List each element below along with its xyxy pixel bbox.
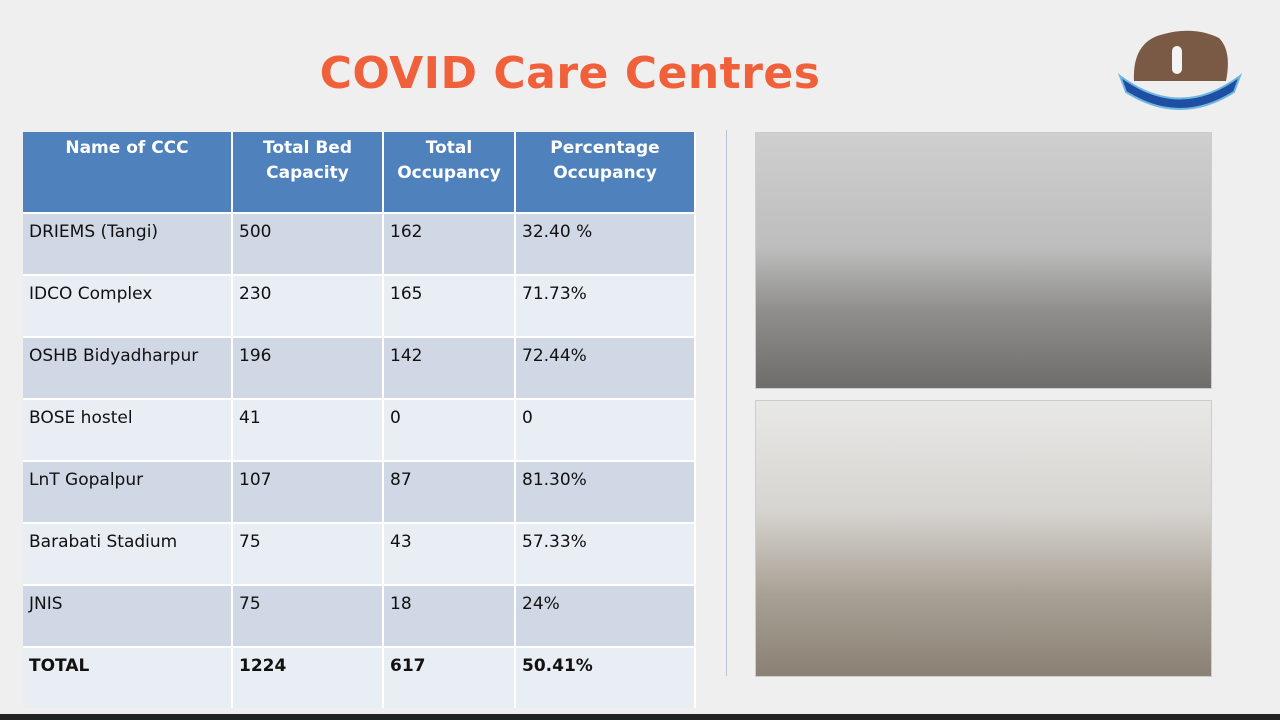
cell-percentage: 32.40 % xyxy=(515,212,696,275)
table-row: BOSE hostel 41 0 0 xyxy=(23,398,696,461)
cell-name: Barabati Stadium xyxy=(23,522,233,585)
header-name: Name of CCC xyxy=(23,132,233,213)
cell-percentage: 81.30% xyxy=(515,460,696,523)
cell-occupancy: 165 xyxy=(383,274,516,337)
table-row: Barabati Stadium 75 43 57.33% xyxy=(23,522,696,585)
cell-name: OSHB Bidyadharpur xyxy=(23,336,233,399)
photo-empty-beds-ward xyxy=(755,400,1212,677)
bottom-bar xyxy=(0,714,1280,720)
cell-occupancy: 43 xyxy=(383,522,516,585)
cell-percentage: 24% xyxy=(515,584,696,647)
cell-name: JNIS xyxy=(23,584,233,647)
cell-occupancy: 0 xyxy=(383,398,516,461)
cell-percentage: 50.41% xyxy=(515,646,696,708)
cell-percentage: 71.73% xyxy=(515,274,696,337)
cell-name: DRIEMS (Tangi) xyxy=(23,212,233,275)
table-header-row: Name of CCC Total Bed Capacity Total Occ… xyxy=(23,132,696,213)
table-row: IDCO Complex 230 165 71.73% xyxy=(23,274,696,337)
cell-occupancy: 87 xyxy=(383,460,516,523)
cell-occupancy: 162 xyxy=(383,212,516,275)
cell-occupancy: 18 xyxy=(383,584,516,647)
header-percentage: Percentage Occupancy xyxy=(515,132,696,213)
cell-bed-capacity: 107 xyxy=(232,460,384,523)
cell-bed-capacity: 75 xyxy=(232,522,384,585)
total-row: TOTAL 1224 617 50.41% xyxy=(23,646,696,708)
header-occupancy: Total Occupancy xyxy=(383,132,516,213)
table-row: JNIS 75 18 24% xyxy=(23,584,696,647)
cell-bed-capacity: 196 xyxy=(232,336,384,399)
table-row: LnT Gopalpur 107 87 81.30% xyxy=(23,460,696,523)
divider xyxy=(726,130,727,676)
table-row: OSHB Bidyadharpur 196 142 72.44% xyxy=(23,336,696,399)
header-bed-capacity: Total Bed Capacity xyxy=(232,132,384,213)
cell-name: LnT Gopalpur xyxy=(23,460,233,523)
cell-name: IDCO Complex xyxy=(23,274,233,337)
cell-name: TOTAL xyxy=(23,646,233,708)
cuttack-municipal-corporation-logo xyxy=(1117,30,1243,110)
table-row: DRIEMS (Tangi) 500 162 32.40 % xyxy=(23,212,696,275)
cell-bed-capacity: 75 xyxy=(232,584,384,647)
cell-percentage: 57.33% xyxy=(515,522,696,585)
cell-occupancy: 617 xyxy=(383,646,516,708)
cell-bed-capacity: 1224 xyxy=(232,646,384,708)
cell-bed-capacity: 41 xyxy=(232,398,384,461)
cell-percentage: 72.44% xyxy=(515,336,696,399)
covid-care-centres-table: Name of CCC Total Bed Capacity Total Occ… xyxy=(23,132,696,708)
page-title: COVID Care Centres xyxy=(319,48,821,99)
cell-occupancy: 142 xyxy=(383,336,516,399)
cell-bed-capacity: 500 xyxy=(232,212,384,275)
cell-percentage: 0 xyxy=(515,398,696,461)
cell-bed-capacity: 230 xyxy=(232,274,384,337)
photo-ppe-workers-ward xyxy=(755,132,1212,389)
cell-name: BOSE hostel xyxy=(23,398,233,461)
